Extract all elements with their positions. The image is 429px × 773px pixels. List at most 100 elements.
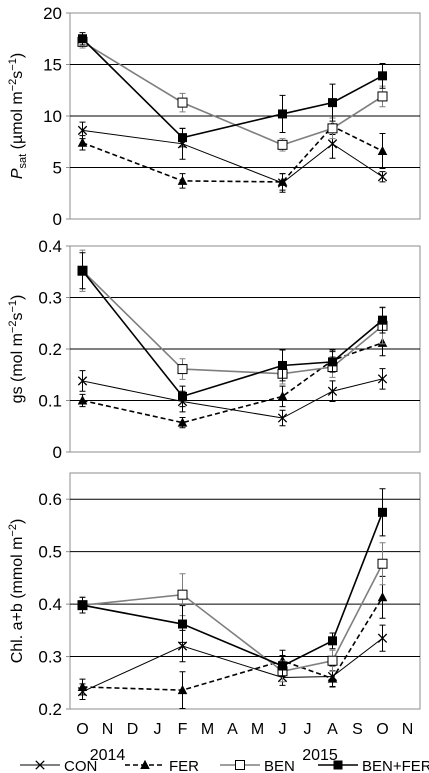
data-point (327, 123, 338, 134)
data-point (378, 315, 387, 325)
data-point (327, 655, 338, 666)
data-point (78, 34, 87, 44)
data-point (78, 266, 87, 276)
data-point (377, 145, 388, 156)
year-label: 2015 (302, 747, 338, 764)
y-axis-label-part: ) (9, 519, 26, 524)
series-ben-fer (78, 32, 387, 148)
series-line (82, 125, 383, 183)
data-point (377, 633, 388, 643)
data-point (377, 592, 388, 602)
data-point (277, 391, 288, 401)
y-tick-label: 0.2 (38, 700, 62, 719)
x-tick-label: O (376, 721, 388, 738)
x-tick-label: A (227, 721, 238, 738)
x-tick-label: J (154, 721, 162, 738)
legend: CON FER BEN BEN+FER (20, 758, 429, 773)
panel-chl: 0.2 0.3 0.4 0.5 0.6 Chl. a+b (mmol m−2) (7, 472, 421, 719)
series-fer (77, 117, 388, 191)
y-tick-label: 0.3 (38, 289, 62, 308)
x-tick-label: M (201, 721, 214, 738)
y-tick-label: 0.5 (38, 543, 62, 562)
panel-gs: 0 0.1 0.2 0.3 0.4 gs (mol m−2s−1) (7, 237, 421, 462)
series-ben (77, 249, 388, 385)
data-point (77, 681, 88, 691)
data-point (278, 661, 287, 671)
data-point (327, 673, 338, 683)
legend-marker (235, 760, 245, 770)
y-axis-label-part: ) (9, 53, 26, 58)
x-tick-label: N (402, 721, 414, 738)
x-tick-label: A (327, 721, 338, 738)
data-point (277, 139, 288, 150)
y-tick-label: 0.6 (38, 490, 62, 509)
data-point (327, 139, 338, 149)
data-point (278, 109, 287, 119)
series-line (82, 129, 383, 184)
data-point (178, 391, 187, 401)
y-axis-label-part: ) (9, 295, 26, 300)
data-point (278, 360, 287, 370)
data-point (177, 641, 188, 651)
data-point (177, 589, 188, 600)
data-point (177, 175, 188, 185)
y-axis-label-part: Chl. a+b (9, 603, 26, 663)
series-con (77, 368, 388, 427)
x-tick-label: O (76, 721, 88, 738)
data-point (178, 133, 187, 143)
y-tick-label: 0.4 (38, 595, 62, 614)
data-point (377, 374, 388, 384)
y-tick-label: 20 (43, 4, 62, 23)
series-fer (77, 329, 388, 429)
series-ben (77, 542, 388, 683)
y-axis-label-part: (mmol m (9, 537, 26, 604)
y-axis-label-part: P (9, 168, 26, 179)
y-tick-label: 10 (43, 107, 62, 126)
y-axis-label-part: gs (9, 386, 26, 403)
y-axis-label-part: (mol m (9, 333, 26, 386)
data-point (77, 137, 88, 147)
series-line (81, 270, 384, 398)
legend-label: BEN (264, 758, 295, 773)
data-point (177, 417, 188, 427)
panel-psat: 0 5 10 15 20 Psat (µmol m−2s−1) (7, 4, 421, 229)
data-point (328, 636, 337, 646)
x-tick-label: D (127, 721, 139, 738)
data-point (327, 386, 338, 396)
legend-marker (140, 759, 150, 769)
plot-frame (69, 472, 421, 710)
x-tick-label: J (279, 721, 287, 738)
y-tick-label: 0.4 (38, 237, 62, 256)
data-point (377, 172, 388, 182)
series-line (82, 512, 384, 667)
data-point (77, 376, 88, 386)
x-tick-label: N (102, 721, 114, 738)
y-axis-label: Psat (µmol m−2s−1) (7, 53, 29, 179)
x-tick-label: F (178, 721, 188, 738)
data-point (78, 600, 87, 610)
data-point (377, 558, 388, 569)
legend-label: FER (169, 758, 199, 773)
y-axis-label-part: s (9, 313, 26, 321)
series-line (82, 378, 383, 419)
year-label: 2014 (90, 747, 126, 764)
y-axis-label-part: sat (17, 154, 29, 169)
y-axis-label: Chl. a+b (mmol m−2) (7, 519, 26, 664)
series-fer (77, 575, 388, 709)
series-line (82, 563, 384, 673)
y-tick-label: 0.2 (38, 340, 62, 359)
x-tick-label: M (251, 721, 264, 738)
series-ben-fer (78, 252, 387, 408)
data-point (177, 684, 188, 695)
y-axis-label-part: −2 (7, 321, 19, 334)
series-con (77, 121, 388, 193)
y-tick-label: 0 (53, 210, 62, 229)
y-axis-label-part: −1 (7, 58, 19, 71)
y-axis-label-part: (µmol m (9, 91, 26, 154)
series-line (82, 342, 383, 424)
series-ben (77, 35, 388, 152)
x-tick-label: J (304, 721, 312, 738)
data-point (377, 91, 388, 102)
